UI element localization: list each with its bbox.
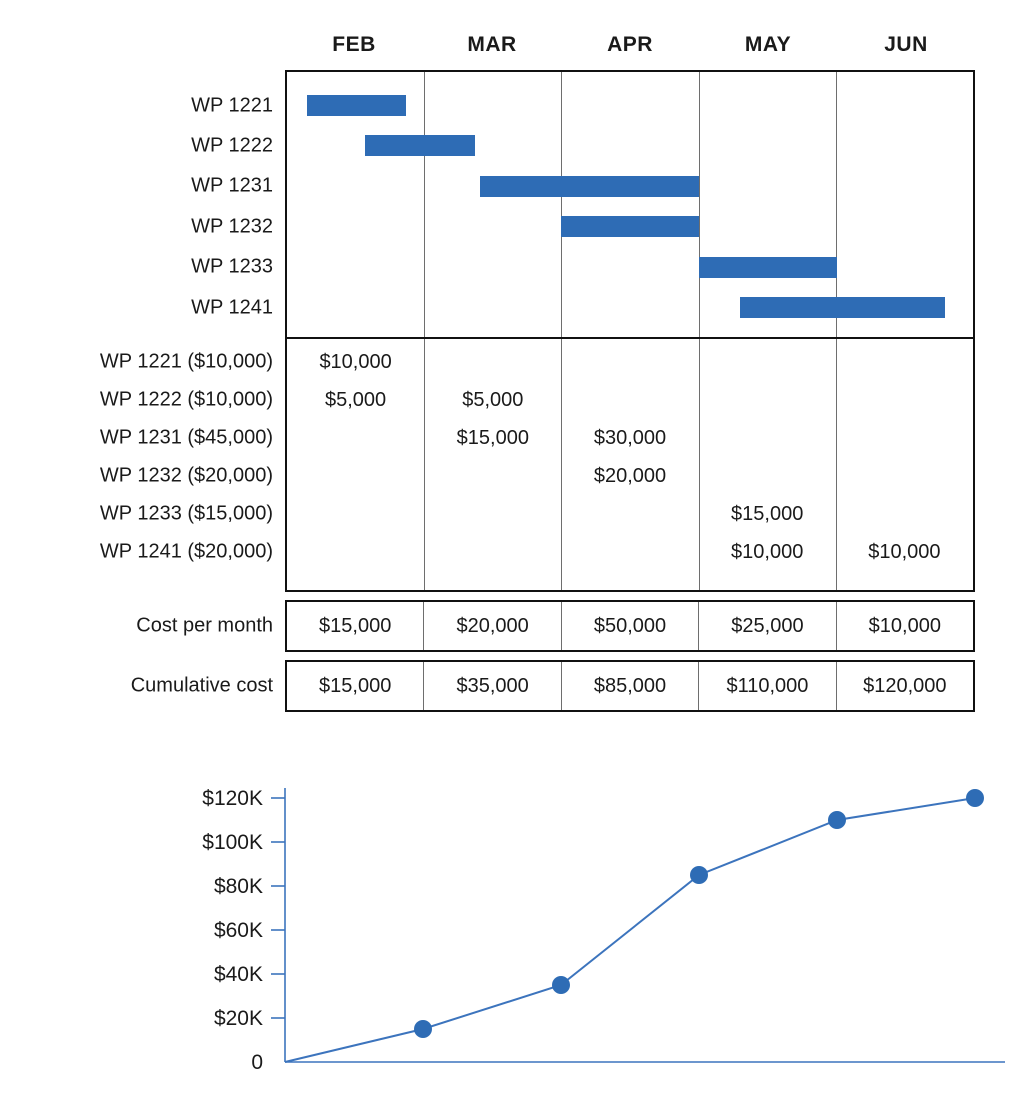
column-gridline [561,72,563,590]
section-divider [287,337,973,339]
cost-row-label: WP 1231 ($45,000) [99,426,273,449]
cost-per-month-cell: $10,000 [835,602,973,650]
month-label-jun: JUN [884,33,928,56]
cost-cell [836,419,973,457]
column-gridline [698,72,700,590]
column-gridline [424,72,426,590]
cost-cell: $5,000 [325,389,387,411]
cost-cell [699,381,836,419]
cost-per-month-row: $15,000 $20,000 $50,000 $25,000 $10,000 [285,600,975,652]
cost-cell: $15,000 [731,503,804,525]
cost-cell [287,419,424,457]
cumulative-cost-cell: $35,000 [423,662,560,710]
cost-cell [287,533,424,571]
gantt-row-label: WP 1221 [191,94,273,116]
gantt-row-label: WP 1222 [191,134,273,157]
month-label-mar: MAR [467,33,517,56]
month-label-feb: FEB [332,33,376,56]
cost-cell [424,343,561,381]
cost-per-month-cell: $20,000 [423,602,560,650]
cost-cell: $5,000 [462,389,524,411]
cost-cell [424,495,561,533]
cost-cell [699,419,836,457]
cost-cell: $10,000 [868,541,941,563]
cost-cell: $20,000 [593,465,667,487]
cost-cell [561,343,698,381]
gantt-row-label: WP 1231 [191,174,273,197]
y-tick-label: $80K [214,875,263,898]
gantt-and-cost-grid: $10,000 $5,000 $5,000 $15,000 $30,000 $2… [285,70,975,592]
y-tick-label: $40K [214,963,263,986]
cost-cell [287,457,424,495]
cost-detail-cells: $10,000 $5,000 $5,000 $15,000 $30,000 $2… [287,343,973,571]
cost-cell [561,381,698,419]
y-tick-label: 0 [251,1051,263,1074]
cumulative-cost-cell: $110,000 [698,662,835,710]
cost-row-label: WP 1232 ($20,000) [99,464,273,487]
cost-per-month-label: Cost per month [136,614,273,637]
data-point-feb [414,1020,432,1038]
cost-row-label: WP 1241 ($20,000) [99,540,273,563]
cost-cell [699,457,836,495]
cost-cell: $15,000 [456,427,529,449]
cost-per-month-cell: $50,000 [560,602,698,650]
cost-cell [561,495,698,533]
cost-cell [836,495,973,533]
cost-cell [424,533,561,571]
cost-cell: $10,000 [319,351,392,373]
cost-row-label: WP 1222 ($10,000) [99,388,273,411]
cost-cell [836,343,973,381]
cost-per-month-cell: $25,000 [698,602,835,650]
data-point-jun [966,789,984,807]
gantt-bar-wp-1232 [561,216,699,238]
cumulative-cost-label: Cumulative cost [130,674,273,697]
cost-row-label: WP 1221 ($10,000) [99,350,273,373]
cost-cell [287,495,424,533]
y-tick-label: $60K [214,919,263,942]
cost-cell [561,533,698,571]
column-gridline [835,72,837,590]
cost-cell: $30,000 [593,427,667,449]
data-point-apr [690,866,708,884]
cost-cell [836,381,973,419]
gantt-row-label: WP 1233 [191,255,273,278]
cost-cell [836,457,973,495]
cost-cell: $10,000 [731,541,804,563]
gantt-bar-wp-1233 [699,256,837,278]
cumulative-cost-chart: 0 $20K $40K $60K $80K $100K $120K [202,787,1005,1074]
month-label-apr: APR [607,33,653,56]
gantt-row-label: WP 1232 [191,215,273,238]
cumulative-line [284,797,976,1063]
month-label-may: MAY [744,33,792,56]
cumulative-cost-cell: $15,000 [319,675,392,697]
cost-cell [424,457,561,495]
y-tick-label: $120K [202,787,263,810]
gantt-row-label: WP 1241 [191,296,273,318]
cumulative-cost-row: $15,000 $35,000 $85,000 $110,000 $120,00… [285,660,975,712]
cost-cell [699,343,836,381]
cumulative-cost-cell: $85,000 [560,662,698,710]
cost-row-label: WP 1233 ($15,000) [99,502,273,525]
data-point-may [828,811,846,829]
month-header-row: FEB MAR APR MAY JUN [285,30,975,60]
cumulative-cost-cell: $120,000 [835,662,973,710]
gantt-bar-wp-1222 [365,135,476,157]
gantt-bar-wp-1231 [479,175,699,197]
data-point-mar [552,976,570,994]
y-tick-label: $100K [202,831,263,854]
cost-per-month-cell: $15,000 [319,615,392,637]
gantt-bar-wp-1241 [740,297,945,318]
gantt-bar-wp-1221 [307,95,407,116]
y-tick-label: $20K [214,1007,263,1030]
